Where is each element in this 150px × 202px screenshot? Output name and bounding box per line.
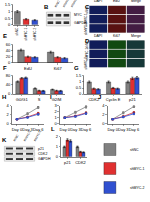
- svg-text:shNC: shNC: [15, 27, 19, 35]
- svg-text:Day 6: Day 6: [81, 127, 92, 132]
- svg-text:EdU: EdU: [24, 66, 32, 71]
- svg-text:80: 80: [6, 73, 11, 78]
- svg-text:2: 2: [7, 112, 10, 117]
- svg-text:D: D: [85, 38, 90, 44]
- svg-text:CDK2: CDK2: [75, 160, 86, 165]
- svg-text:shMYC-1: shMYC-1: [24, 28, 28, 41]
- svg-text:GAPDH: GAPDH: [74, 21, 87, 25]
- svg-text:shMYC-1: shMYC-1: [23, 129, 33, 142]
- svg-text:1: 1: [56, 144, 59, 149]
- svg-text:B: B: [44, 4, 49, 10]
- svg-text:K: K: [2, 137, 7, 143]
- svg-text:DAPI: DAPI: [94, 0, 102, 3]
- svg-text:Day 6: Day 6: [129, 127, 140, 132]
- svg-text:Cyclin E: Cyclin E: [106, 97, 121, 102]
- svg-text:shMYC-2: shMYC-2: [84, 57, 88, 70]
- svg-text:p21: p21: [38, 147, 44, 151]
- svg-text:I: I: [50, 94, 52, 100]
- svg-text:Day 0: Day 0: [12, 127, 23, 132]
- svg-text:0: 0: [7, 121, 10, 126]
- svg-text:shMYC-2: shMYC-2: [33, 28, 37, 41]
- svg-text:0.5: 0.5: [5, 16, 11, 21]
- svg-text:1.5: 1.5: [76, 73, 82, 78]
- svg-text:shMYC-1: shMYC-1: [130, 167, 145, 171]
- svg-text:L: L: [51, 126, 55, 132]
- svg-text:S: S: [38, 97, 41, 102]
- svg-text:G0/G1: G0/G1: [16, 97, 29, 102]
- svg-text:40: 40: [6, 82, 11, 87]
- svg-text:2: 2: [102, 112, 105, 117]
- svg-text:shNC: shNC: [85, 5, 89, 13]
- svg-text:Merge: Merge: [131, 0, 141, 3]
- svg-text:0: 0: [79, 91, 82, 96]
- svg-text:0: 0: [102, 121, 105, 126]
- svg-text:40: 40: [6, 48, 11, 53]
- svg-text:J: J: [98, 94, 101, 100]
- svg-text:3: 3: [54, 103, 57, 108]
- svg-text:p21: p21: [64, 160, 71, 165]
- svg-text:Day 3: Day 3: [22, 127, 33, 132]
- svg-text:CDK2: CDK2: [38, 152, 47, 156]
- svg-text:shMYC-1: shMYC-1: [84, 13, 88, 26]
- svg-text:0: 0: [54, 121, 57, 126]
- svg-text:GAPDH: GAPDH: [38, 157, 51, 161]
- svg-text:shMYC-2: shMYC-2: [84, 22, 88, 35]
- svg-text:Ki67: Ki67: [54, 66, 63, 71]
- svg-text:4: 4: [102, 103, 105, 108]
- svg-text:E: E: [3, 33, 7, 39]
- svg-text:4: 4: [7, 103, 10, 108]
- svg-text:Merge: Merge: [131, 34, 141, 38]
- svg-text:shNC: shNC: [53, 0, 61, 8]
- svg-text:Day 0: Day 0: [107, 127, 118, 132]
- svg-text:shMYC-1: shMYC-1: [62, 0, 72, 8]
- svg-text:Day 3: Day 3: [70, 127, 81, 132]
- svg-text:shMYC-2: shMYC-2: [33, 129, 43, 142]
- svg-text:EdU: EdU: [113, 0, 120, 3]
- svg-text:1: 1: [54, 115, 57, 120]
- svg-text:Day 6: Day 6: [33, 127, 44, 132]
- svg-text:Day 0: Day 0: [60, 127, 71, 132]
- svg-text:60: 60: [6, 42, 11, 47]
- svg-text:shNC: shNC: [12, 133, 20, 142]
- svg-text:2: 2: [54, 109, 57, 114]
- svg-text:G: G: [74, 65, 79, 71]
- svg-text:Ki67: Ki67: [113, 34, 120, 38]
- svg-text:1: 1: [79, 79, 82, 84]
- svg-text:0: 0: [8, 91, 11, 96]
- svg-text:20: 20: [6, 54, 11, 59]
- svg-text:MYC: MYC: [74, 13, 82, 17]
- svg-text:shMYC-2: shMYC-2: [130, 186, 145, 190]
- svg-text:F: F: [3, 65, 7, 71]
- svg-text:2: 2: [56, 134, 59, 139]
- svg-text:shNC: shNC: [130, 148, 139, 152]
- svg-text:DAPI: DAPI: [94, 34, 102, 38]
- svg-text:G2/M: G2/M: [52, 97, 62, 102]
- svg-text:p21: p21: [129, 97, 136, 102]
- svg-text:H: H: [2, 94, 6, 100]
- svg-text:0: 0: [8, 60, 11, 65]
- svg-text:1: 1: [8, 9, 11, 14]
- svg-text:Day 3: Day 3: [118, 127, 129, 132]
- svg-text:shMYC-2: shMYC-2: [70, 0, 80, 8]
- svg-text:0.5: 0.5: [76, 85, 82, 90]
- svg-text:0: 0: [8, 22, 11, 27]
- svg-text:0: 0: [56, 154, 59, 159]
- svg-text:shMYC-1: shMYC-1: [85, 48, 89, 61]
- svg-text:CDK2: CDK2: [88, 97, 99, 102]
- svg-text:shNC: shNC: [85, 40, 89, 48]
- svg-text:1.5: 1.5: [5, 2, 11, 7]
- svg-text:C: C: [85, 4, 90, 10]
